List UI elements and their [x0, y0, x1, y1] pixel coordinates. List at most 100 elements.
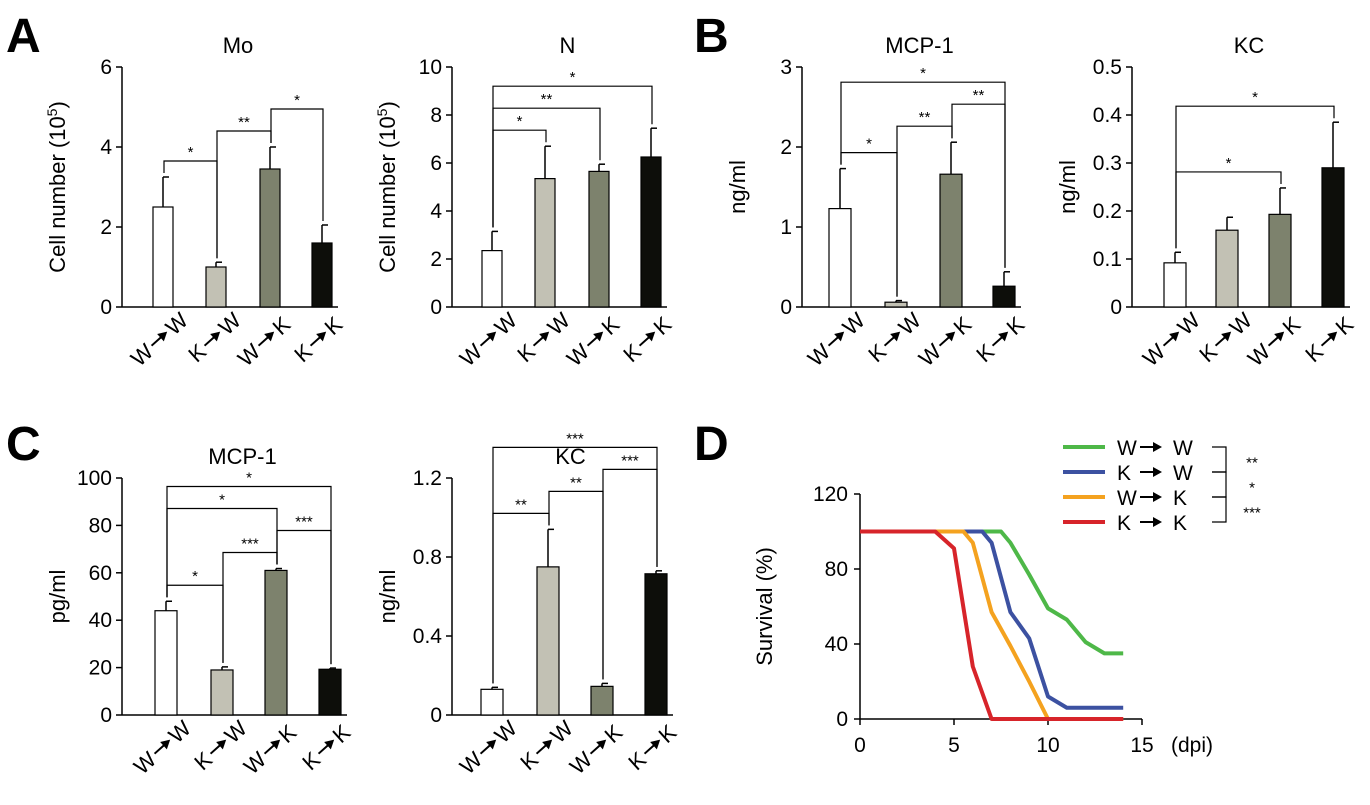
chart7-legend-left-1: W: [1117, 437, 1137, 460]
chart4-sig-1: *: [1226, 155, 1232, 172]
chart6-category-2-arrow-icon: [542, 739, 553, 750]
chart7-legend-left-2: K: [1117, 462, 1131, 485]
chart2-title: N: [560, 33, 576, 58]
chart2-sig-2: **: [541, 91, 553, 108]
chart7-legend-right-1: W: [1173, 437, 1193, 460]
panel-letter-c: C: [6, 418, 41, 471]
chart7-xlabel-unit: (dpi): [1171, 734, 1213, 757]
chart4-ytick-label-4: 0.4: [1093, 104, 1123, 127]
chart2-category-1: WW: [455, 307, 522, 371]
chart5-bar-3: [264, 569, 288, 716]
chart2-ylabel-end: ): [375, 101, 400, 108]
chart3-category-2-arrow-shaft: [883, 335, 896, 347]
chart6-bar-2: [536, 566, 560, 716]
chart1-ylabel-text: Cell number (10: [45, 116, 70, 273]
chart2-category-3-arrow-shaft: [586, 335, 599, 347]
chart5-category-2-arrow-icon: [216, 739, 227, 750]
chart4-category-2-arrow-icon: [1221, 331, 1232, 342]
chart2-sig-1: *: [517, 113, 523, 130]
chart1-ytick-label-0: 0: [100, 296, 112, 319]
chart7-xtick-label-1: 5: [948, 734, 960, 757]
chart7-ytick-label-1: 40: [825, 633, 848, 656]
chart1-ylabel-end: ): [45, 101, 70, 108]
chart2-bar-4: [640, 156, 662, 308]
chart5-sig-5: *: [246, 470, 252, 487]
chart7-legend-right-2: W: [1173, 462, 1193, 485]
chart7-legend-right-3: K: [1173, 487, 1187, 510]
chart6-category-4-arrow-shaft: [643, 743, 656, 755]
chart5-ytick-label-1: 20: [89, 657, 112, 680]
chart7-legend-sig-2: *: [1249, 480, 1255, 497]
chart1-sig-3: *: [294, 92, 300, 109]
chart2-category-2-arrow-shaft: [532, 335, 545, 347]
chart3-bar-2: [884, 301, 908, 308]
chart7-xtick-label-0: 0: [854, 734, 866, 757]
chart5-bar-4: [318, 668, 342, 716]
chart4-category-2-arrow-shaft: [1214, 335, 1227, 347]
chart6-category-1-arrow-shaft: [479, 743, 492, 755]
chart1-category-1-arrow-shaft: [150, 335, 163, 347]
chart6-bar-4: [644, 573, 668, 716]
chart6-category-3-arrow-shaft: [589, 743, 602, 755]
chart2-ytick-label-5: 10: [419, 56, 442, 79]
chart7-legend-left-4: K: [1117, 512, 1131, 535]
chart3-title: MCP-1: [885, 33, 953, 58]
chart6-ytick-label-3: 1.2: [413, 467, 442, 490]
chart6-category-3: WK: [565, 719, 628, 779]
chart2-ytick-label-4: 8: [430, 104, 442, 127]
chart4-bar-4: [1321, 167, 1345, 308]
chart7-legend-bracket-3: [1212, 496, 1227, 523]
chart6-sig-2: **: [570, 474, 582, 491]
chart1-category-3-arrow-shaft: [257, 335, 270, 347]
chart7-legend-sig-1: **: [1246, 455, 1258, 472]
chart5-ylabel-text: pg/ml: [45, 570, 70, 624]
chart2-ytick-label-1: 2: [430, 248, 442, 271]
chart4-bar-1: [1163, 262, 1187, 308]
chart7-ytick-label-0: 0: [836, 708, 848, 731]
chart7-legend-arrow-icon-4: [1153, 517, 1162, 527]
chart1-ylabel-sup: 5: [44, 108, 60, 116]
chart3-ylabel: ng/ml: [725, 160, 750, 214]
chart2-ytick-label-2: 4: [430, 200, 442, 223]
chart4-ylabel-text: ng/ml: [1055, 160, 1080, 214]
chart7-legend-arrow-icon-3: [1153, 492, 1162, 502]
chart6-category-4-arrow-icon: [650, 739, 661, 750]
chart5-ytick-label-5: 100: [77, 467, 112, 490]
chart6-ylabel: ng/ml: [375, 570, 400, 624]
chart7-legend-bracket-2: [1212, 471, 1227, 498]
chart6-category-1-arrow-icon: [486, 739, 497, 750]
chart5-bar-1: [154, 610, 178, 716]
panel-letter-a: A: [6, 10, 41, 63]
chart6-bracket-4: [492, 446, 658, 684]
chart6-bar-1: [480, 688, 504, 716]
chart1-bar-1: [152, 206, 174, 308]
chart6-sig-1: **: [515, 496, 527, 513]
chart6-category-4: KK: [623, 719, 681, 775]
chart4-category-4: KK: [1300, 311, 1358, 367]
chart6-sig-3: ***: [621, 452, 639, 469]
chart7-series-line-4: [860, 529, 1124, 721]
chart5-ytick-label-0: 0: [100, 704, 112, 727]
chart4-category-1-arrow-shaft: [1162, 335, 1175, 347]
chart5-ylabel: pg/ml: [45, 570, 70, 624]
chart5-ytick-label-2: 40: [89, 609, 112, 632]
chart1-ylabel: Cell number (105): [44, 101, 70, 273]
chart4-category-3-arrow-icon: [1274, 331, 1285, 342]
chart5-category-4: KK: [297, 719, 355, 775]
chart3-ytick-label-3: 3: [780, 56, 792, 79]
chart1-title: Mo: [223, 33, 254, 58]
chart4-sig-2: *: [1252, 89, 1258, 106]
chart1-category-1: WW: [126, 307, 193, 371]
chart5-category-1: WW: [129, 715, 196, 779]
chart4-bracket-2: [1175, 105, 1335, 249]
chart3-ytick-label-0: 0: [780, 296, 792, 319]
chart4-bar-3: [1268, 213, 1292, 308]
chart6-title: KC: [555, 444, 586, 469]
panel-letter-d: D: [694, 418, 729, 471]
chart5-ytick-label-3: 60: [89, 562, 112, 585]
chart2-ylabel-text: Cell number (10: [375, 116, 400, 273]
chart5-sig-4: *: [219, 492, 225, 509]
chart2-sig-3: *: [570, 69, 576, 86]
chart6-bar-3: [590, 685, 614, 716]
chart4-ytick-label-5: 0.5: [1093, 56, 1122, 79]
